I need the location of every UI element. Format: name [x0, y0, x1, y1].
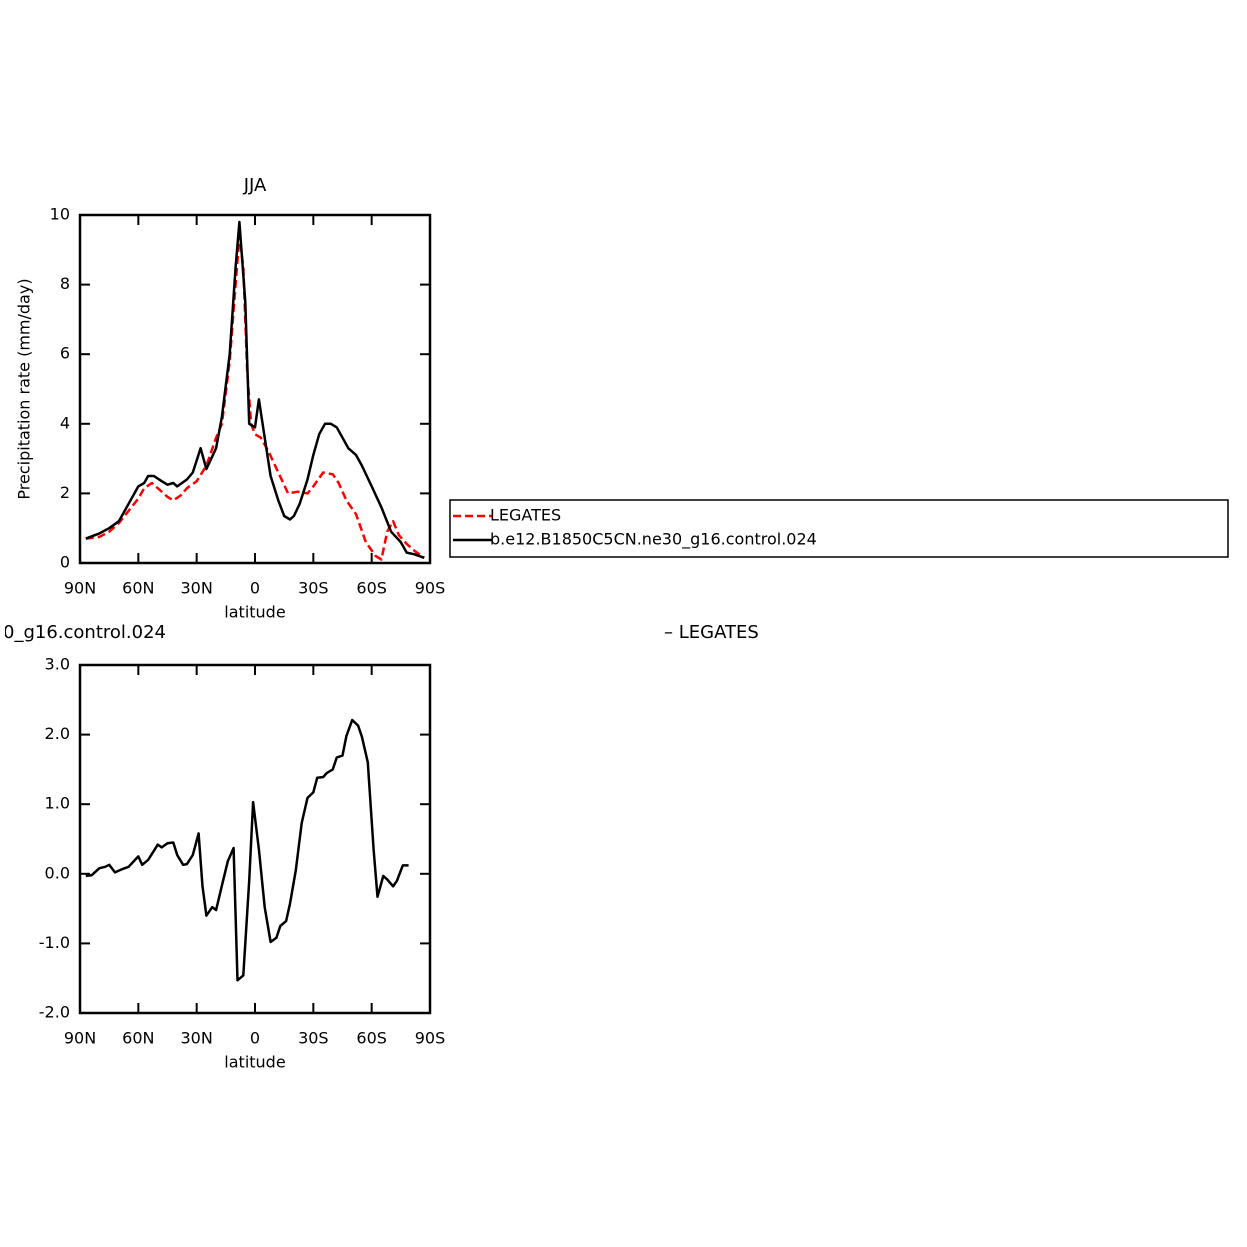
x-tick-label: 60S [356, 579, 387, 598]
x-tick-label: 90N [64, 1029, 96, 1048]
x-tick-label: 90N [64, 579, 96, 598]
legend-label: LEGATES [490, 506, 561, 525]
y-tick-label: 10 [50, 205, 70, 224]
y-axis-label: Precipitation rate (mm/day) [15, 278, 34, 499]
y-tick-label: 0 [60, 553, 70, 572]
x-tick-label: 30N [181, 579, 213, 598]
x-tick-label: 90S [415, 1029, 446, 1048]
legend-label: b.e12.B1850C5CN.ne30_g16.control.024 [490, 530, 817, 550]
y-tick-label: 4 [60, 413, 70, 432]
x-tick-label: 60N [122, 1029, 154, 1048]
chart-title: b.e12.B1850C5CN.ne30_g16.control.024 [0, 622, 166, 643]
y-tick-label: 8 [60, 274, 70, 293]
y-tick-label: 0.0 [45, 863, 70, 882]
y-tick-label: -2.0 [39, 1003, 70, 1022]
x-tick-label: 30S [298, 579, 329, 598]
y-tick-label: 2.0 [45, 724, 70, 743]
x-tick-label: 60N [122, 579, 154, 598]
x-tick-label: 90S [415, 579, 446, 598]
x-axis-label: latitude [224, 1053, 285, 1072]
legend-box [449, 499, 1229, 558]
x-axis-label: latitude [224, 603, 285, 622]
chart-title: JJA [243, 175, 267, 196]
plot-frame [78, 663, 432, 1015]
y-tick-label: -1.0 [39, 933, 70, 952]
x-tick-label: 30S [298, 1029, 329, 1048]
data-line [85, 234, 425, 561]
y-tick-label: 6 [60, 344, 70, 363]
data-line [85, 220, 425, 559]
panel: 0 2 4 6 8 10 90N 60N 30N 0 30S 60S 90S latitude Precip… [15, 175, 1229, 622]
chart-title-suffix: – LEGATES [664, 622, 759, 643]
y-tick-label: 2 [60, 483, 70, 502]
data-line [85, 718, 409, 982]
panel: -2.0 -1.0 0.0 1.0 2.0 3.0 90N 60N 30N 0 30S 60S 90S l… [0, 622, 759, 1072]
title-group: b.e12.B1850C5CN.ne30_g16.control.024 [0, 622, 166, 643]
x-tick-label: 0 [250, 579, 260, 598]
x-tick-label: 30N [181, 1029, 213, 1048]
y-tick-label: 1.0 [45, 794, 70, 813]
y-tick-label: 3.0 [45, 655, 70, 674]
x-tick-label: 0 [250, 1029, 260, 1048]
x-tick-label: 60S [356, 1029, 387, 1048]
plot-frame [78, 213, 432, 565]
y-axis-label: Precipitation rate (mm/day) [0, 728, 16, 949]
